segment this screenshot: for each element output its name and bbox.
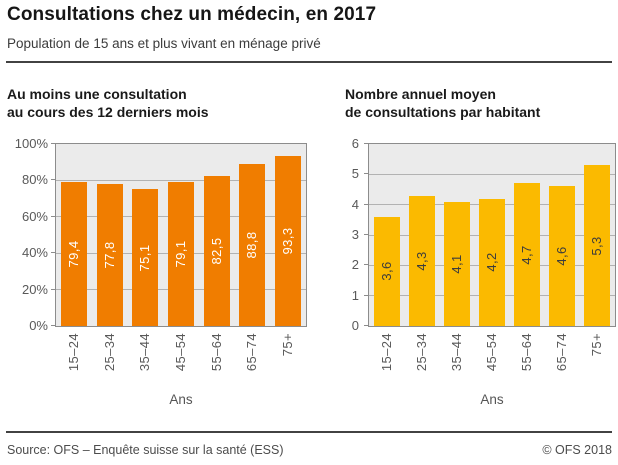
bar [132, 189, 159, 326]
bar [239, 164, 266, 326]
gridline [369, 173, 615, 175]
y-tick-mark [364, 325, 368, 326]
y-tick-mark [364, 294, 368, 296]
y-tick-label: 100% [14, 136, 48, 151]
bar [514, 183, 541, 326]
bar [584, 165, 611, 326]
x-tick-label: 15–24 [378, 333, 394, 372]
y-tick-label: 0% [29, 318, 48, 333]
bar-value-label: 93,3 [280, 227, 296, 255]
bar-value-label: 4,2 [484, 252, 499, 272]
y-tick-label: 60% [21, 208, 48, 224]
bar-value-label: 79,4 [65, 240, 81, 268]
y-tick-mark [364, 173, 368, 175]
x-tick-label: 55–64 [208, 333, 224, 372]
y-tick-label: 4 [351, 196, 359, 212]
y-tick-label: 0 [351, 318, 359, 333]
x-tick-label: 65–74 [244, 333, 260, 372]
bar [443, 201, 470, 326]
y-tick-mark [51, 215, 55, 217]
x-tick-label: 25–34 [101, 333, 117, 372]
y-tick-label: 2 [351, 257, 359, 273]
page-subtitle: Population de 15 ans et plus vivant en m… [7, 36, 321, 51]
bar-value-label: 4,3 [413, 251, 429, 271]
y-tick-mark [51, 325, 55, 326]
y-tick-mark [51, 288, 55, 290]
left-x-axis-title: Ans [169, 392, 193, 407]
source-note: Source: OFS – Enquête suisse sur la sant… [7, 443, 284, 457]
y-tick-mark [364, 203, 368, 205]
y-tick-label: 40% [21, 245, 48, 261]
y-tick-mark [51, 252, 55, 254]
right-chart-title: Nombre annuel moyen de consultations par… [345, 85, 540, 121]
right-chart-title-line2: de consultations par habitant [345, 104, 541, 120]
y-tick-mark [364, 143, 368, 144]
y-tick-mark [51, 143, 55, 144]
y-tick-label: 80% [21, 172, 48, 188]
y-tick-label: 5 [351, 166, 359, 182]
bar [96, 184, 123, 326]
x-tick-label: 65–74 [554, 333, 570, 372]
bar-value-label: 4,7 [519, 245, 535, 265]
bar-value-label: 3,6 [378, 261, 394, 282]
y-tick-mark [364, 264, 368, 266]
bar [479, 198, 505, 326]
x-tick-label: 45–54 [173, 333, 188, 372]
gridline [56, 179, 306, 181]
y-tick-mark [364, 234, 368, 235]
right-x-axis-title: Ans [480, 392, 504, 407]
bar-value-label: 75,1 [137, 244, 153, 272]
bar-value-label: 77,8 [101, 241, 117, 269]
x-tick-label: 15–24 [65, 333, 81, 372]
y-tick-mark [51, 179, 55, 181]
y-tick-label: 20% [21, 281, 48, 297]
bar-value-label: 5,3 [589, 235, 605, 256]
bar [549, 186, 576, 326]
bar-value-label: 88,8 [244, 231, 260, 259]
left-chart-title: Au moins une consultation au cours des 1… [7, 85, 209, 121]
bar [203, 175, 230, 326]
y-tick-label: 6 [351, 136, 359, 151]
x-tick-label: 75+ [280, 333, 296, 357]
header-divider [6, 61, 612, 63]
bar-value-label: 4,6 [554, 246, 570, 266]
x-tick-label: 75+ [589, 333, 605, 357]
left-chart-plot [55, 143, 307, 327]
x-tick-label: 35–44 [137, 333, 153, 372]
bar [275, 156, 302, 326]
footer-divider [6, 431, 612, 433]
bar-value-label: 79,1 [173, 240, 188, 268]
bar [60, 181, 87, 326]
bar [408, 195, 435, 326]
page-title: Consultations chez un médecin, en 2017 [7, 4, 377, 25]
right-chart-title-line1: Nombre annuel moyen [345, 86, 496, 102]
x-tick-label: 25–34 [413, 333, 429, 372]
y-tick-label: 1 [351, 287, 359, 303]
x-tick-label: 45–54 [484, 333, 499, 372]
bar [168, 182, 194, 326]
left-chart-title-line2: au cours des 12 derniers mois [7, 104, 209, 120]
bar [373, 216, 400, 326]
right-chart-plot [368, 143, 616, 327]
x-tick-label: 55–64 [519, 333, 535, 372]
bar-value-label: 82,5 [208, 237, 224, 265]
left-chart-title-line1: Au moins une consultation [7, 86, 187, 102]
copyright-note: © OFS 2018 [542, 443, 612, 457]
bar-value-label: 4,1 [448, 254, 464, 274]
y-tick-label: 3 [351, 227, 359, 242]
x-tick-label: 35–44 [448, 333, 464, 372]
